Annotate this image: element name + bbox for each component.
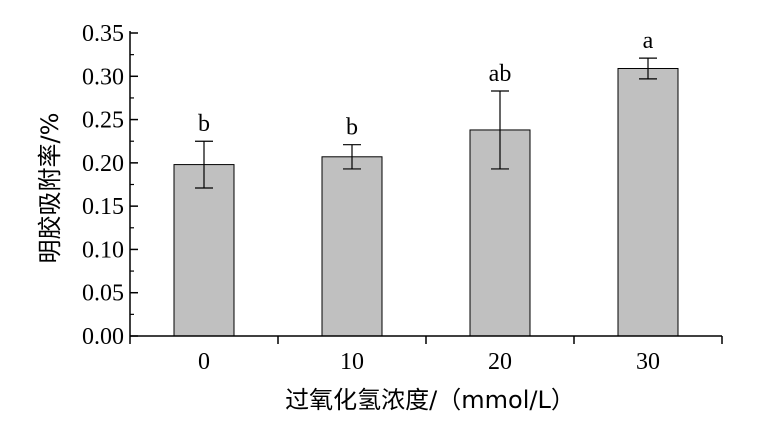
x-tick-label-0: 0 [198, 349, 210, 375]
y-axis-title: 明胶吸附率/% [36, 113, 64, 264]
y-tick-label-5: 0.25 [82, 108, 124, 134]
bar-0 [173, 164, 235, 337]
x-tick-label-2: 20 [488, 349, 512, 375]
x-tick-label-1: 10 [340, 349, 364, 375]
plot-area: b b ab a 0.00 0.05 0.10 0.15 0.20 0.25 0.30 0.35 0 10… [82, 21, 723, 375]
significance-label-0: b [198, 111, 210, 137]
y-tick-label-3: 0.15 [82, 194, 124, 220]
bar-3 [617, 67, 679, 337]
y-tick-label-6: 0.30 [82, 64, 124, 90]
x-axis-title: 过氧化氢浓度/（mmol/L） [285, 386, 575, 414]
significance-label-1: b [346, 115, 358, 141]
significance-label-2: ab [489, 61, 512, 87]
y-tick-label-4: 0.20 [82, 151, 124, 177]
y-tick-label-7: 0.35 [82, 21, 124, 47]
bar-1 [321, 156, 383, 337]
y-tick-label-2: 0.10 [82, 237, 124, 263]
x-tick-label-3: 30 [636, 349, 660, 375]
significance-label-3: a [643, 28, 654, 54]
y-tick-label-0: 0.00 [82, 324, 124, 350]
y-tick-label-1: 0.05 [82, 281, 124, 307]
